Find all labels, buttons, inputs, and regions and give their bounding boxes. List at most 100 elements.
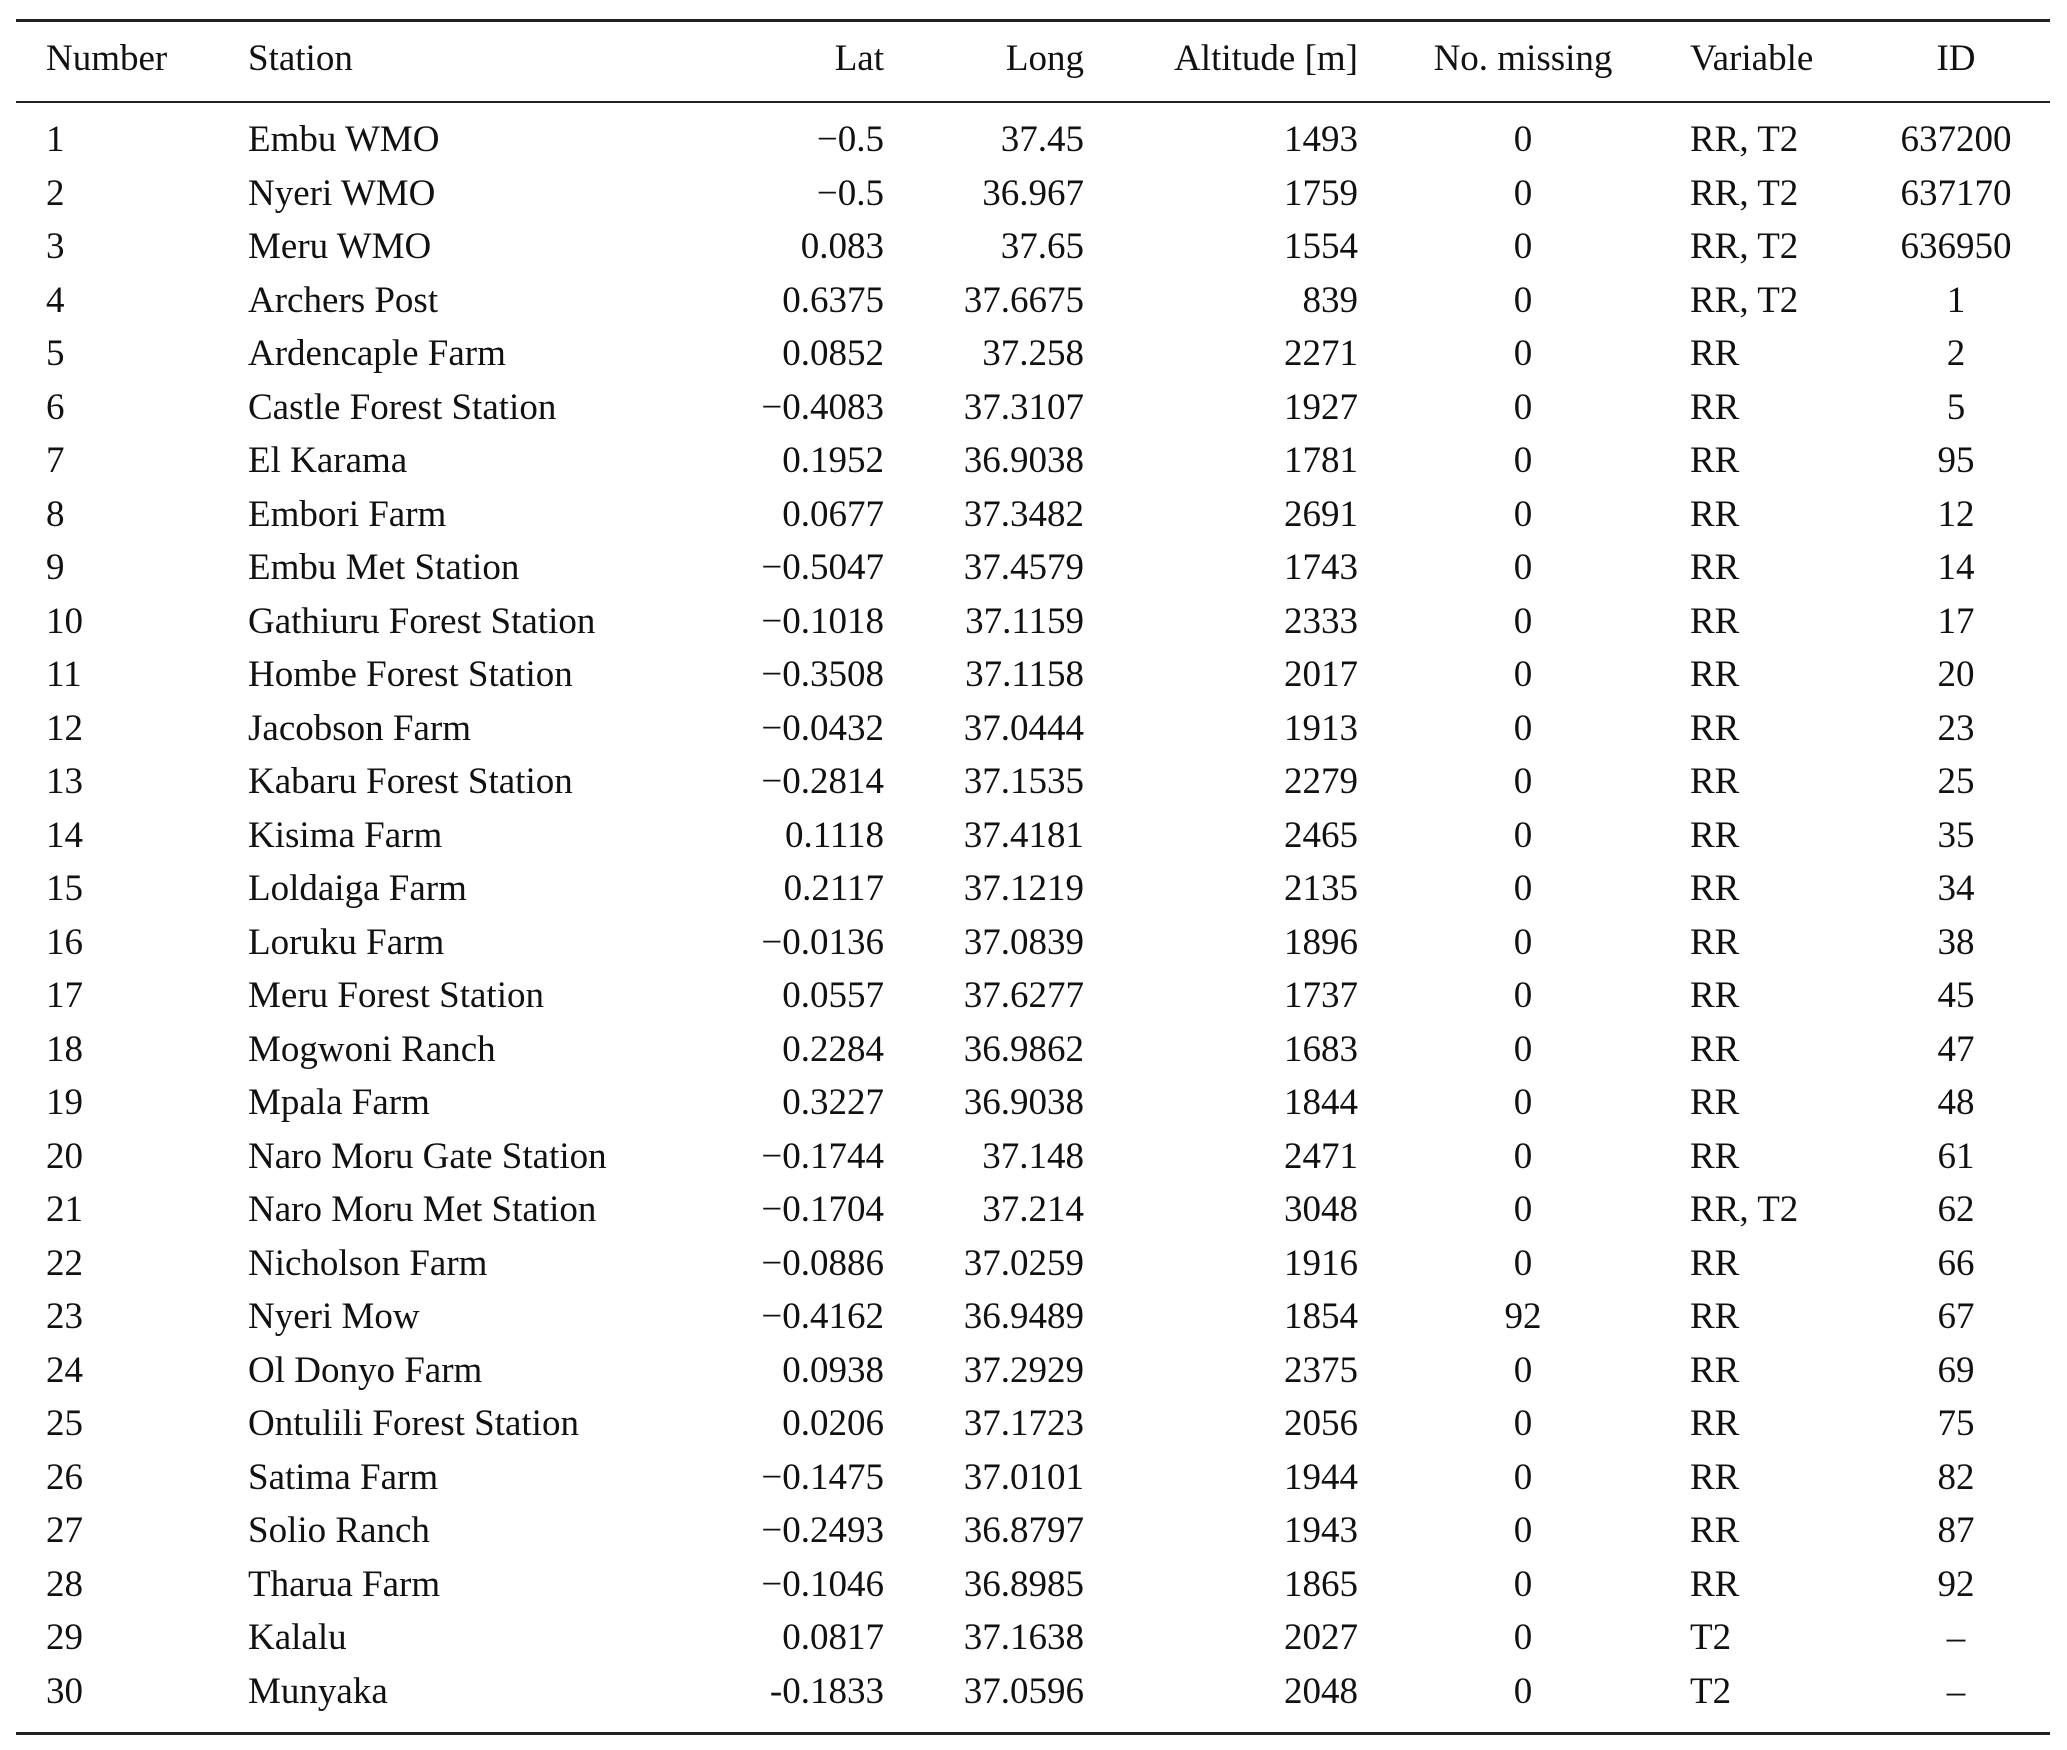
table-row: 8 Embori Farm 0.0677 37.3482 2691 0 RR 12 [0, 488, 2067, 541]
cell-station: Loldaiga Farm [248, 868, 467, 909]
cell-lat: −0.5 [816, 172, 884, 214]
cell-no-missing: 0 [1513, 707, 1533, 749]
cell-no-missing: 0 [1513, 921, 1533, 963]
cell-variable: RR [1690, 493, 1740, 535]
cell-lat: 0.2117 [783, 868, 884, 909]
table-row: 27 Solio Ranch −0.2493 36.8797 1943 0 RR 87 [0, 1504, 2067, 1557]
cell-number: 12 [46, 707, 83, 749]
cell-id: 95 [1937, 440, 1975, 481]
cell-station: Embori Farm [248, 493, 447, 535]
cell-long: 37.4181 [963, 814, 1084, 856]
header-lat: Lat [834, 38, 884, 79]
table-row: 30 Munyaka -0.1833 37.0596 2048 0 T2 – [0, 1665, 2067, 1718]
table-row: 19 Mpala Farm 0.3227 36.9038 1844 0 RR 48 [0, 1076, 2067, 1129]
cell-station: El Karama [248, 440, 408, 481]
cell-long: 37.0259 [963, 1242, 1084, 1284]
cell-long: 37.1158 [965, 654, 1084, 695]
cell-variable: RR [1690, 868, 1740, 909]
cell-id: 637170 [1900, 172, 2012, 214]
cell-lat: −0.1475 [761, 1456, 884, 1498]
cell-variable: RR [1690, 1510, 1740, 1551]
cell-lat: −0.5 [816, 119, 884, 160]
cell-station: Mogwoni Ranch [248, 1028, 496, 1070]
cell-no-missing: 0 [1513, 279, 1533, 321]
cell-id: 66 [1937, 1242, 1975, 1284]
header-variable: Variable [1690, 38, 1814, 79]
cell-lat: 0.0938 [782, 1349, 884, 1391]
cell-altitude: 1913 [1284, 707, 1358, 749]
cell-long: 37.0839 [963, 921, 1084, 963]
cell-number: 1 [46, 119, 65, 160]
cell-lat: −0.1018 [761, 600, 884, 642]
cell-station: Mpala Farm [248, 1082, 430, 1123]
cell-id: 87 [1937, 1510, 1975, 1551]
cell-id: 12 [1937, 493, 1975, 535]
cell-id: – [1946, 1670, 1966, 1712]
cell-altitude: 3048 [1284, 1189, 1358, 1230]
cell-no-missing: 0 [1513, 1563, 1533, 1605]
cell-lat: 0.1118 [784, 814, 884, 856]
cell-altitude: 1854 [1284, 1296, 1358, 1337]
cell-variable: RR [1690, 1296, 1740, 1337]
cell-no-missing: 0 [1513, 1082, 1533, 1123]
cell-variable: RR [1690, 654, 1740, 695]
cell-number: 20 [46, 1135, 83, 1177]
cell-lat: −0.2493 [761, 1510, 884, 1551]
cell-variable: RR [1690, 921, 1740, 963]
cell-long: 37.1723 [963, 1403, 1084, 1444]
cell-long: 37.1638 [963, 1617, 1084, 1658]
cell-altitude: 2691 [1284, 493, 1358, 535]
cell-lat: 0.6375 [782, 279, 884, 321]
table-row: 18 Mogwoni Ranch 0.2284 36.9862 1683 0 RR 47 [0, 1023, 2067, 1076]
cell-number: 10 [46, 600, 83, 642]
cell-long: 37.0596 [963, 1670, 1084, 1712]
cell-altitude: 2471 [1284, 1135, 1358, 1177]
cell-lat: 0.0852 [782, 333, 884, 374]
cell-variable: RR [1690, 1403, 1740, 1444]
cell-no-missing: 0 [1513, 1670, 1533, 1712]
cell-station: Castle Forest Station [248, 386, 557, 428]
cell-lat: −0.0136 [761, 921, 884, 963]
cell-number: 5 [46, 333, 65, 374]
table-row: 13 Kabaru Forest Station −0.2814 37.1535 227… [0, 755, 2067, 808]
cell-station: Kabaru Forest Station [248, 761, 573, 802]
cell-no-missing: 0 [1513, 440, 1533, 481]
table-row: 23 Nyeri Mow −0.4162 36.9489 1854 92 RR 67 [0, 1290, 2067, 1343]
table-row: 24 Ol Donyo Farm 0.0938 37.2929 2375 0 RR 69 [0, 1344, 2067, 1397]
cell-altitude: 1683 [1284, 1028, 1358, 1070]
cell-long: 37.3482 [963, 493, 1084, 535]
cell-lat: −0.3508 [761, 654, 884, 695]
cell-altitude: 1493 [1284, 119, 1358, 160]
cell-no-missing: 0 [1513, 333, 1533, 374]
cell-no-missing: 0 [1513, 493, 1533, 535]
cell-number: 29 [46, 1617, 83, 1658]
table-row: 26 Satima Farm −0.1475 37.0101 1944 0 RR 82 [0, 1451, 2067, 1504]
cell-number: 26 [46, 1456, 83, 1498]
cell-variable: RR [1690, 975, 1740, 1016]
cell-lat: 0.0557 [782, 975, 884, 1016]
cell-station: Kalalu [248, 1617, 347, 1658]
cell-long: 37.65 [1000, 226, 1084, 267]
cell-long: 37.1219 [963, 868, 1084, 909]
cell-station: Embu Met Station [248, 547, 520, 588]
cell-altitude: 2048 [1284, 1670, 1358, 1712]
cell-variable: RR [1690, 600, 1740, 642]
table-row: 25 Ontulili Forest Station 0.0206 37.1723 20… [0, 1397, 2067, 1450]
cell-no-missing: 0 [1513, 1510, 1533, 1551]
cell-variable: RR [1690, 1135, 1740, 1177]
cell-number: 15 [46, 868, 83, 909]
cell-station: Satima Farm [248, 1456, 439, 1498]
table-row: 28 Tharua Farm −0.1046 36.8985 1865 0 RR 92 [0, 1558, 2067, 1611]
cell-id: 5 [1946, 386, 1966, 428]
cell-no-missing: 0 [1513, 1456, 1533, 1498]
cell-no-missing: 0 [1513, 1189, 1533, 1230]
cell-long: 37.0444 [963, 707, 1084, 749]
cell-long: 37.6675 [963, 279, 1084, 321]
cell-variable: RR, T2 [1690, 1189, 1799, 1230]
cell-long: 37.6277 [963, 975, 1084, 1016]
cell-long: 37.214 [982, 1189, 1084, 1230]
cell-long: 36.967 [982, 172, 1084, 214]
table-row: 29 Kalalu 0.0817 37.1638 2027 0 T2 – [0, 1611, 2067, 1664]
cell-no-missing: 92 [1504, 1296, 1542, 1337]
table-row: 12 Jacobson Farm −0.0432 37.0444 1913 0 RR 23 [0, 702, 2067, 755]
